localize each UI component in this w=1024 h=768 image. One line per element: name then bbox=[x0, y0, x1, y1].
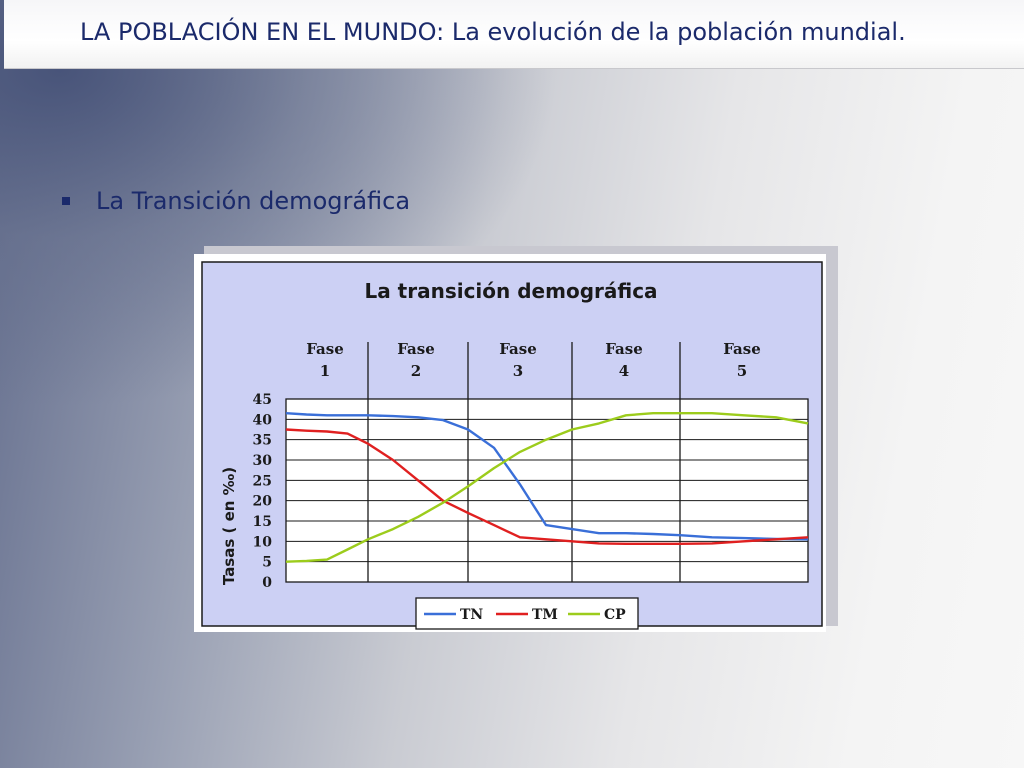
chart-container: La transición demográfica Fase 1 Fase 2 Fase… bbox=[194, 246, 838, 632]
y-tick-label-5: 5 bbox=[262, 555, 272, 571]
legend-label-tn: TN bbox=[460, 607, 483, 623]
y-tick-label-35: 35 bbox=[253, 433, 272, 449]
demographic-transition-chart: La transición demográfica Fase 1 Fase 2 Fase… bbox=[201, 261, 823, 630]
plot-area bbox=[285, 398, 809, 583]
series-line-tm bbox=[285, 428, 809, 545]
phase-label-4-number: 4 bbox=[619, 362, 629, 380]
slide-title: LA POBLACIÓN EN EL MUNDO: La evolución d… bbox=[80, 18, 906, 46]
legend-label-cp: CP bbox=[604, 607, 626, 623]
chart-title: La transición demográfica bbox=[364, 279, 657, 303]
y-tick-label-45: 45 bbox=[253, 392, 272, 408]
y-tick-label-20: 20 bbox=[253, 494, 273, 510]
y-ticks: 45 40 35 30 25 20 15 10 5 0 bbox=[253, 392, 273, 591]
phase-label-1-number: 1 bbox=[320, 362, 330, 380]
phase-label-1-word: Fase bbox=[306, 340, 344, 358]
legend-label-tm: TM bbox=[532, 607, 558, 623]
phase-label-5-word: Fase bbox=[723, 340, 761, 358]
y-axis-label: Tasas ( en ‰) bbox=[220, 467, 238, 585]
phase-label-5-number: 5 bbox=[737, 362, 747, 380]
y-tick-label-40: 40 bbox=[253, 412, 273, 428]
y-tick-label-15: 15 bbox=[253, 514, 272, 530]
bullet-item: La Transición demográfica bbox=[62, 187, 410, 215]
y-tick-label-25: 25 bbox=[253, 473, 272, 489]
phase-label-4-word: Fase bbox=[605, 340, 643, 358]
bullet-square-icon bbox=[62, 197, 70, 205]
y-tick-label-10: 10 bbox=[253, 534, 273, 550]
phase-label-3-word: Fase bbox=[499, 340, 537, 358]
bullet-text: La Transición demográfica bbox=[96, 187, 411, 215]
y-tick-label-30: 30 bbox=[253, 453, 273, 469]
y-tick-label-0: 0 bbox=[262, 575, 272, 591]
series-line-cp bbox=[285, 411, 809, 563]
phase-label-2-number: 2 bbox=[411, 362, 421, 380]
chart-frame: La transición demográfica Fase 1 Fase 2 Fase… bbox=[194, 254, 826, 632]
grid bbox=[285, 398, 809, 583]
phase-label-2-word: Fase bbox=[397, 340, 435, 358]
title-bar: LA POBLACIÓN EN EL MUNDO: La evolución d… bbox=[4, 0, 1024, 69]
phase-label-3-number: 3 bbox=[513, 362, 523, 380]
legend: TN TM CP bbox=[415, 597, 639, 630]
series-line-tn bbox=[285, 412, 809, 541]
series-lines bbox=[285, 411, 809, 563]
